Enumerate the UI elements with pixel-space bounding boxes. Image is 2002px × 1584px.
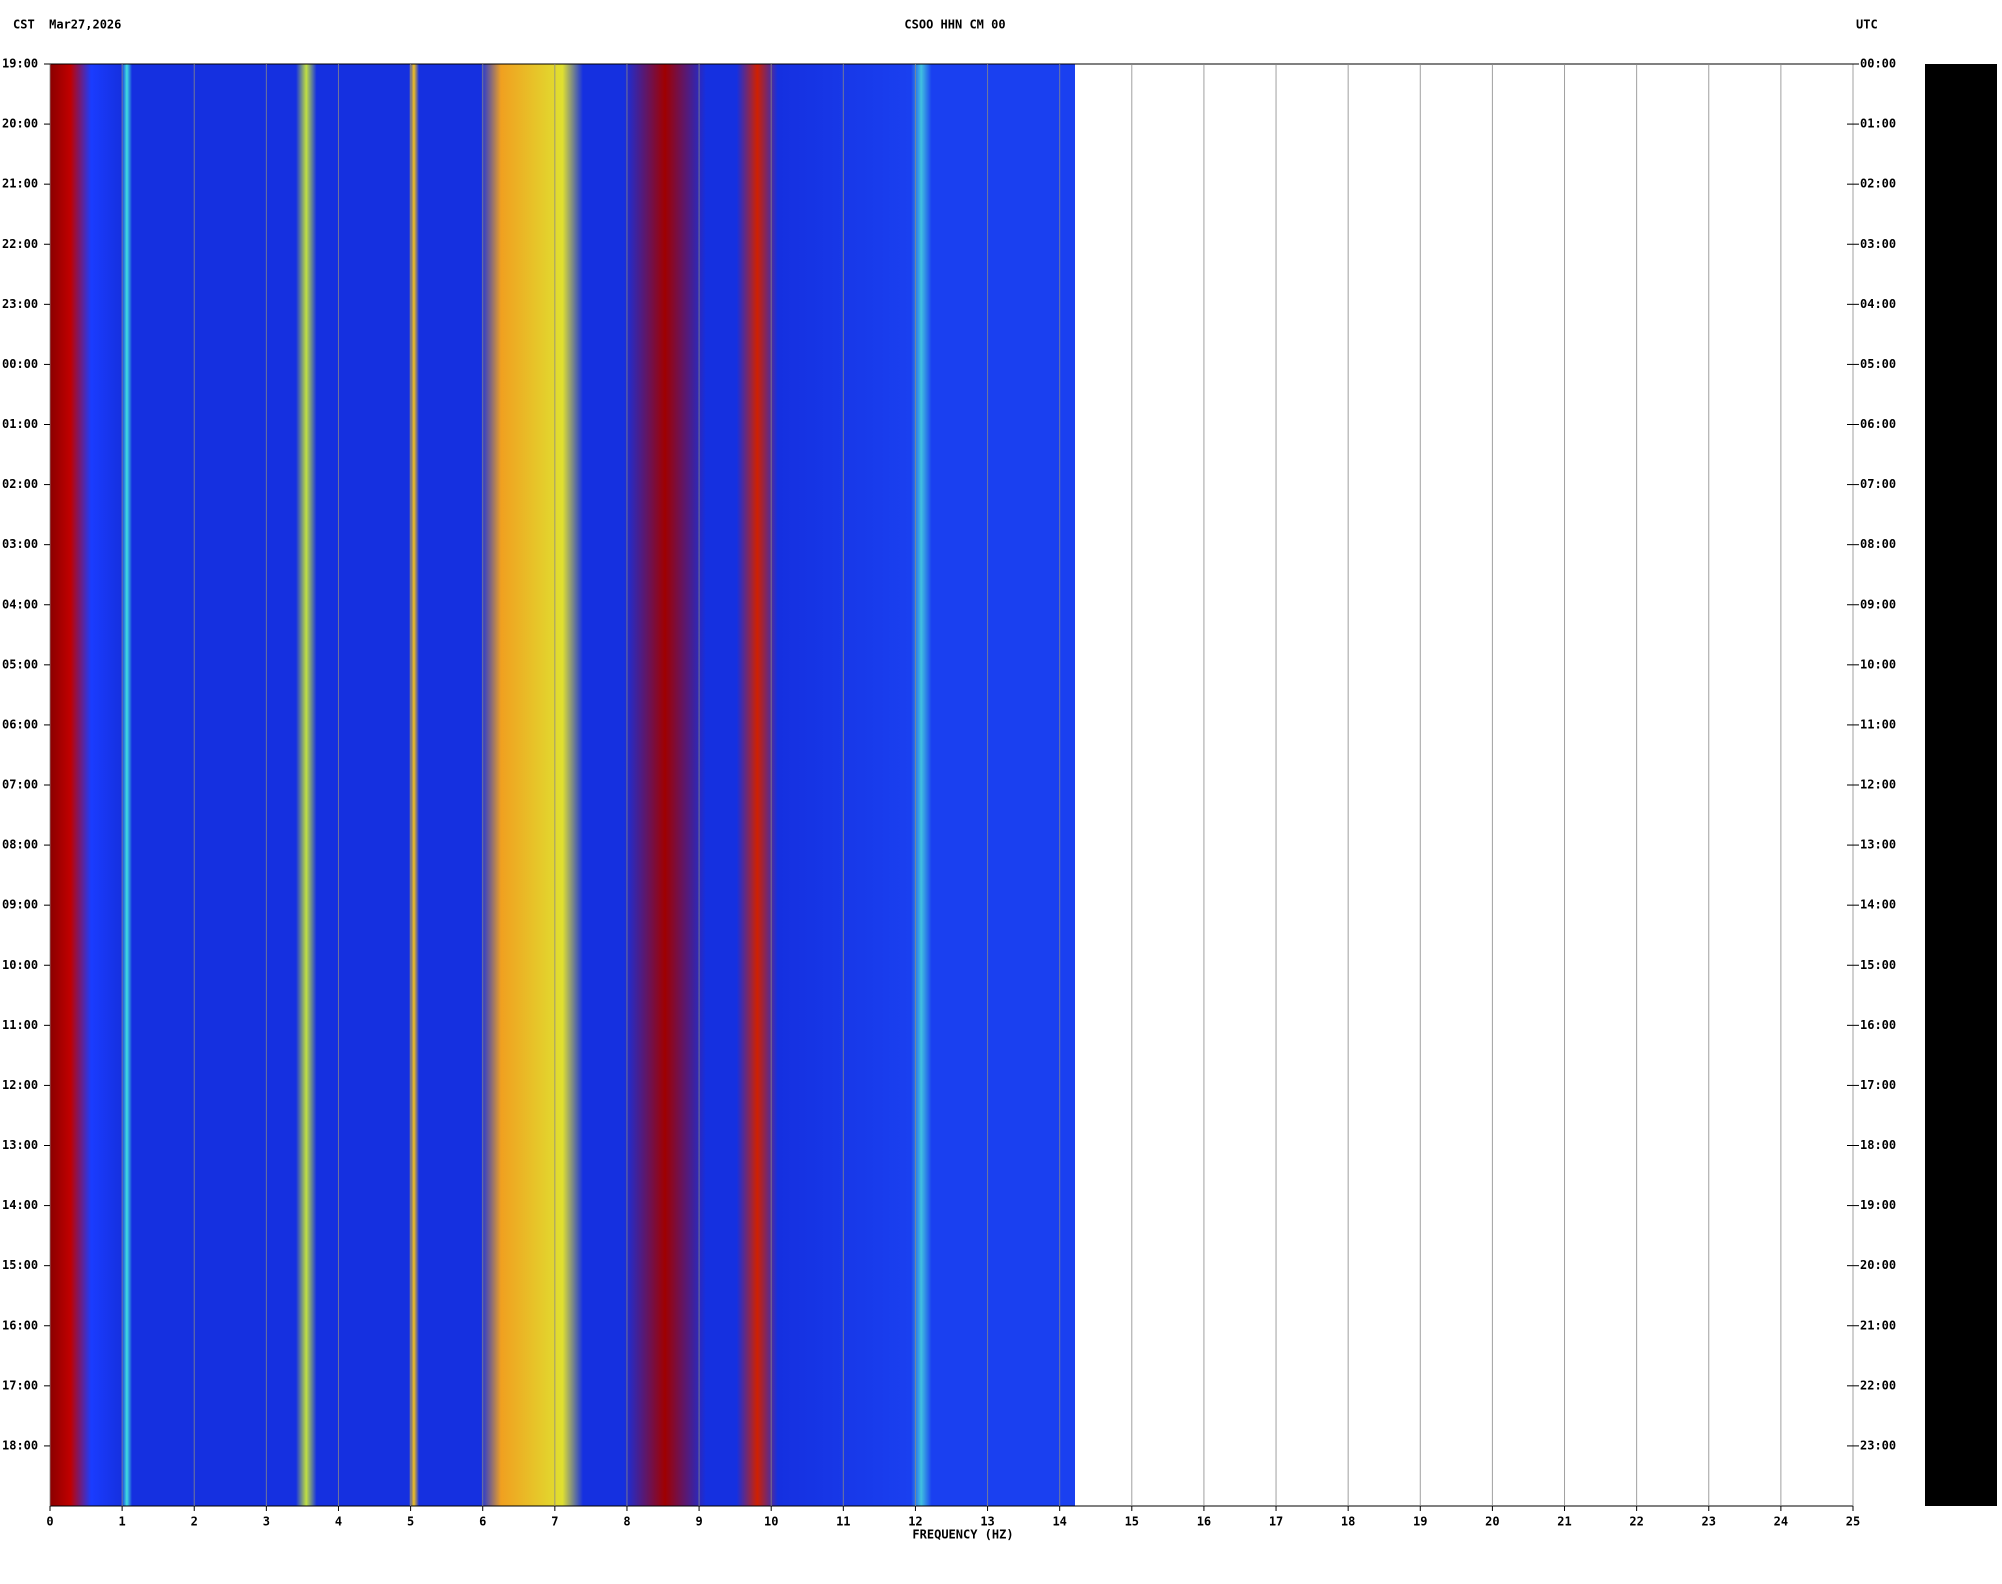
x-tick-label: 17 xyxy=(1269,1515,1283,1529)
x-tick-label: 5 xyxy=(407,1515,414,1529)
x-tick-label: 23 xyxy=(1702,1515,1716,1529)
y2-tick-label: 23:00 xyxy=(1860,1438,1896,1452)
y-tick-label: 19:00 xyxy=(2,57,38,71)
y-tick-label: 14:00 xyxy=(2,1198,38,1212)
y2-tick-label: 20:00 xyxy=(1860,1258,1896,1272)
y2-tick-label: 03:00 xyxy=(1860,237,1896,251)
x-tick-label: 18 xyxy=(1341,1515,1355,1529)
seismogram-trace xyxy=(1925,64,1997,1506)
x-tick-label: 21 xyxy=(1557,1515,1571,1529)
x-tick-label: 19 xyxy=(1413,1515,1427,1529)
x-tick-label: 10 xyxy=(764,1515,778,1529)
y2-tick-label: 18:00 xyxy=(1860,1138,1896,1152)
y2-tick-label: 02:00 xyxy=(1860,177,1896,191)
y2-tick-label: 04:00 xyxy=(1860,297,1896,311)
y-tick-label: 03:00 xyxy=(2,537,38,551)
x-tick-label: 8 xyxy=(623,1515,630,1529)
right-header: UTC xyxy=(1856,18,1878,32)
y-tick-label: 02:00 xyxy=(2,477,38,491)
y-tick-label: 12:00 xyxy=(2,1078,38,1092)
y-tick-label: 00:00 xyxy=(2,357,38,371)
x-tick-label: 12 xyxy=(908,1515,922,1529)
y2-tick-label: 15:00 xyxy=(1860,958,1896,972)
x-tick-label: 20 xyxy=(1485,1515,1499,1529)
y2-tick-label: 13:00 xyxy=(1860,838,1896,852)
x-axis-label: FREQUENCY (HZ) xyxy=(912,1528,1013,1542)
y-tick-label: 09:00 xyxy=(2,898,38,912)
x-tick-label: 6 xyxy=(479,1515,486,1529)
y2-tick-label: 11:00 xyxy=(1860,717,1896,731)
y-tick-label: 22:00 xyxy=(2,237,38,251)
y-tick-label: 01:00 xyxy=(2,417,38,431)
x-tick-label: 16 xyxy=(1197,1515,1211,1529)
y2-tick-label: 22:00 xyxy=(1860,1378,1896,1392)
x-tick-label: 9 xyxy=(695,1515,702,1529)
y-tick-label: 08:00 xyxy=(2,838,38,852)
spectrogram-image xyxy=(50,64,1075,1506)
x-tick-label: 2 xyxy=(191,1515,198,1529)
y-tick-label: 23:00 xyxy=(2,297,38,311)
x-tick-label: 13 xyxy=(980,1515,994,1529)
x-tick-label: 24 xyxy=(1774,1515,1788,1529)
y2-tick-label: 19:00 xyxy=(1860,1198,1896,1212)
left-header: CST Mar27,2026 xyxy=(13,18,121,32)
y-tick-label: 18:00 xyxy=(2,1438,38,1452)
y2-tick-label: 08:00 xyxy=(1860,537,1896,551)
y-tick-label: 20:00 xyxy=(2,117,38,131)
y-tick-label: 07:00 xyxy=(2,778,38,792)
y-tick-label: 11:00 xyxy=(2,1018,38,1032)
y2-tick-label: 01:00 xyxy=(1860,117,1896,131)
x-tick-label: 22 xyxy=(1629,1515,1643,1529)
x-tick-label: 11 xyxy=(836,1515,850,1529)
y2-tick-label: 09:00 xyxy=(1860,597,1896,611)
y-tick-label: 04:00 xyxy=(2,597,38,611)
y2-tick-label: 07:00 xyxy=(1860,477,1896,491)
y-tick-label: 17:00 xyxy=(2,1378,38,1392)
x-tick-label: 7 xyxy=(551,1515,558,1529)
x-tick-label: 0 xyxy=(46,1515,53,1529)
y2-tick-label: 16:00 xyxy=(1860,1018,1896,1032)
y-tick-label: 21:00 xyxy=(2,177,38,191)
y2-tick-label: 00:00 xyxy=(1860,57,1896,71)
y2-tick-label: 06:00 xyxy=(1860,417,1896,431)
y2-tick-label: 05:00 xyxy=(1860,357,1896,371)
y2-tick-label: 14:00 xyxy=(1860,898,1896,912)
y-tick-label: 05:00 xyxy=(2,657,38,671)
x-tick-label: 3 xyxy=(263,1515,270,1529)
x-tick-label: 14 xyxy=(1052,1515,1066,1529)
y-tick-label: 15:00 xyxy=(2,1258,38,1272)
y2-tick-label: 21:00 xyxy=(1860,1318,1896,1332)
chart-title: CSOO HHN CM 00 xyxy=(904,18,1005,32)
x-tick-label: 1 xyxy=(119,1515,126,1529)
y2-tick-label: 17:00 xyxy=(1860,1078,1896,1092)
y2-tick-label: 12:00 xyxy=(1860,778,1896,792)
y2-tick-label: 10:00 xyxy=(1860,657,1896,671)
x-tick-label: 15 xyxy=(1125,1515,1139,1529)
x-tick-label: 25 xyxy=(1846,1515,1860,1529)
y-tick-label: 16:00 xyxy=(2,1318,38,1332)
x-tick-label: 4 xyxy=(335,1515,342,1529)
y-tick-label: 10:00 xyxy=(2,958,38,972)
y-tick-label: 06:00 xyxy=(2,717,38,731)
y-tick-label: 13:00 xyxy=(2,1138,38,1152)
